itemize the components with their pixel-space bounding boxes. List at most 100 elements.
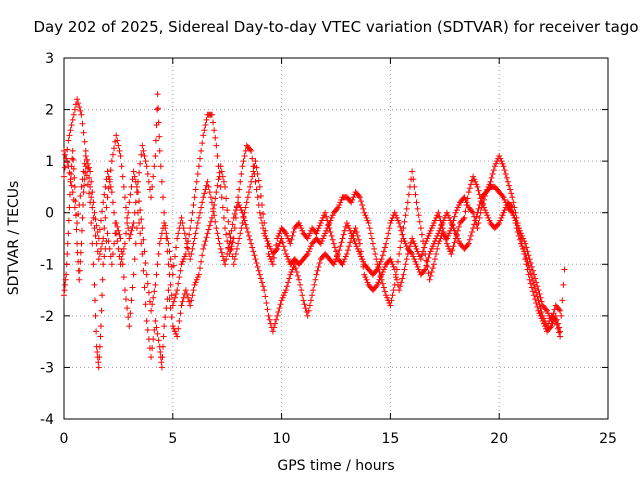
data-point (282, 287, 289, 294)
data-point (103, 204, 110, 211)
data-point (79, 214, 86, 221)
data-point (243, 199, 250, 206)
data-point (559, 297, 566, 304)
data-point (257, 275, 264, 282)
data-point (462, 208, 469, 215)
data-point (77, 107, 84, 114)
data-point (389, 261, 396, 268)
data-point (356, 194, 363, 201)
data-point (79, 120, 86, 127)
data-point (351, 238, 358, 245)
data-point (354, 232, 361, 239)
data-point (282, 230, 289, 237)
data-point (144, 327, 151, 334)
data-point (175, 280, 182, 287)
data-point (175, 230, 182, 237)
data-point (480, 204, 487, 211)
data-point (120, 274, 127, 281)
data-point (242, 204, 249, 211)
data-point (180, 225, 187, 232)
data-point (211, 127, 218, 134)
data-point (200, 245, 207, 252)
data-point (474, 183, 481, 190)
data-point (215, 176, 222, 183)
data-point (195, 271, 202, 278)
data-point (73, 226, 80, 233)
data-point (429, 265, 436, 272)
data-point (417, 256, 424, 263)
data-point (285, 256, 292, 263)
data-point (557, 307, 564, 314)
data-point (448, 250, 455, 257)
data-point (243, 225, 250, 232)
data-point (223, 195, 230, 202)
data-point (230, 235, 237, 242)
data-point (191, 281, 198, 288)
data-point (306, 302, 313, 309)
data-point (426, 276, 433, 283)
data-point (338, 239, 345, 246)
data-point (171, 294, 178, 301)
data-point (62, 281, 69, 288)
data-point (118, 248, 125, 255)
data-point (496, 220, 503, 227)
data-point (177, 267, 184, 274)
data-point (139, 142, 146, 149)
data-point (418, 231, 425, 238)
data-point (194, 274, 201, 281)
data-point (190, 287, 197, 294)
data-point (67, 127, 74, 134)
data-point (373, 256, 380, 263)
data-point (438, 221, 445, 228)
data-point (262, 293, 269, 300)
y-tick-label: -3 (40, 360, 54, 376)
data-point (92, 297, 99, 304)
data-point (413, 245, 420, 252)
data-point (174, 333, 181, 340)
data-point (544, 307, 551, 314)
data-point (430, 240, 437, 247)
data-point (475, 205, 482, 212)
data-point (429, 243, 436, 250)
data-point (321, 232, 328, 239)
data-point (138, 216, 145, 223)
data-point (125, 209, 132, 216)
data-point (83, 156, 90, 163)
data-point (404, 199, 411, 206)
data-point (324, 217, 331, 224)
data-point (178, 302, 185, 309)
data-point (250, 168, 257, 175)
data-point (507, 186, 514, 193)
data-point (356, 240, 363, 247)
data-point (78, 111, 85, 118)
data-point (111, 209, 118, 216)
data-point (313, 271, 320, 278)
data-point (343, 250, 350, 257)
data-point (213, 142, 220, 149)
data-point (207, 218, 214, 225)
data-point (538, 308, 545, 315)
data-point (99, 292, 106, 299)
data-point (97, 333, 104, 340)
data-point (181, 230, 188, 237)
data-point (273, 241, 280, 248)
data-point (224, 250, 231, 257)
data-point (219, 173, 226, 180)
data-point (517, 240, 524, 247)
data-point (165, 240, 172, 247)
data-point (311, 281, 318, 288)
data-point (425, 232, 432, 239)
data-point (128, 183, 135, 190)
data-point (136, 220, 143, 227)
data-point (201, 127, 208, 134)
data-point (226, 230, 233, 237)
data-point (109, 199, 116, 206)
data-point (432, 217, 439, 224)
data-point (423, 238, 430, 245)
data-point (158, 178, 165, 185)
data-point (149, 345, 156, 352)
data-point (335, 204, 342, 211)
data-point (473, 181, 480, 188)
data-point (208, 214, 215, 221)
